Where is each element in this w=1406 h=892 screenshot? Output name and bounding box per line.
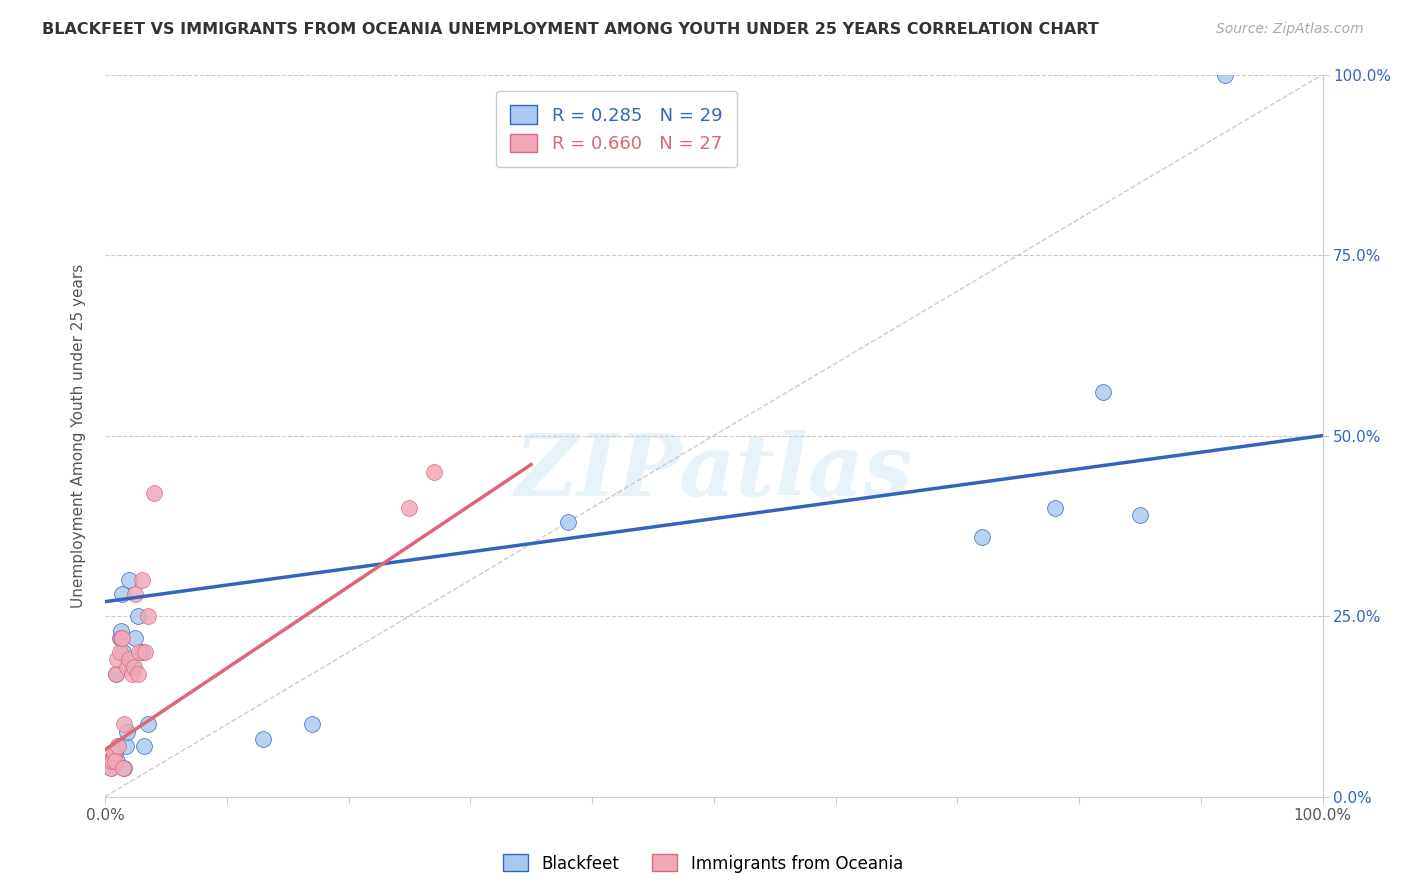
Point	[142, 486, 165, 500]
Point	[134, 645, 156, 659]
Point	[557, 515, 579, 529]
Point	[112, 645, 135, 659]
Point	[105, 652, 128, 666]
Point	[127, 609, 149, 624]
Point	[100, 761, 122, 775]
Legend: Blackfeet, Immigrants from Oceania: Blackfeet, Immigrants from Oceania	[496, 847, 910, 880]
Point	[111, 587, 134, 601]
Point	[114, 739, 136, 753]
Point	[110, 631, 132, 645]
Point	[103, 747, 125, 761]
Point	[252, 731, 274, 746]
Point	[103, 754, 125, 768]
Point	[131, 645, 153, 659]
Point	[127, 667, 149, 681]
Point	[124, 631, 146, 645]
Point	[107, 739, 129, 753]
Point	[97, 754, 120, 768]
Point	[121, 659, 143, 673]
Point	[132, 739, 155, 753]
Point	[136, 609, 159, 624]
Point	[98, 754, 121, 768]
Point	[104, 754, 127, 768]
Point	[104, 747, 127, 761]
Text: BLACKFEET VS IMMIGRANTS FROM OCEANIA UNEMPLOYMENT AMONG YOUTH UNDER 25 YEARS COR: BLACKFEET VS IMMIGRANTS FROM OCEANIA UNE…	[42, 22, 1099, 37]
Point	[114, 761, 136, 775]
Point	[121, 667, 143, 681]
Point	[100, 761, 122, 775]
Point	[108, 631, 131, 645]
Point	[970, 530, 993, 544]
Point	[105, 754, 128, 768]
Point	[114, 717, 136, 731]
Point	[97, 754, 120, 768]
Point	[124, 587, 146, 601]
Y-axis label: Unemployment Among Youth under 25 years: Unemployment Among Youth under 25 years	[72, 263, 86, 607]
Point	[301, 717, 323, 731]
Text: ZIPatlas: ZIPatlas	[515, 430, 912, 514]
Point	[118, 652, 141, 666]
Point	[398, 500, 420, 515]
Point	[131, 573, 153, 587]
Text: Source: ZipAtlas.com: Source: ZipAtlas.com	[1216, 22, 1364, 37]
Point	[115, 724, 138, 739]
Point	[107, 739, 129, 753]
Point	[104, 667, 127, 681]
Point	[111, 631, 134, 645]
Point	[1213, 68, 1236, 82]
Point	[110, 624, 132, 638]
Point	[1043, 500, 1066, 515]
Point	[136, 717, 159, 731]
Point	[104, 667, 127, 681]
Point	[128, 645, 150, 659]
Legend: R = 0.285   N = 29, R = 0.660   N = 27: R = 0.285 N = 29, R = 0.660 N = 27	[496, 91, 737, 168]
Point	[115, 659, 138, 673]
Point	[118, 573, 141, 587]
Point	[101, 754, 124, 768]
Point	[1092, 385, 1115, 400]
Point	[112, 761, 135, 775]
Point	[1129, 508, 1152, 522]
Point	[108, 645, 131, 659]
Point	[422, 465, 444, 479]
Point	[122, 659, 145, 673]
